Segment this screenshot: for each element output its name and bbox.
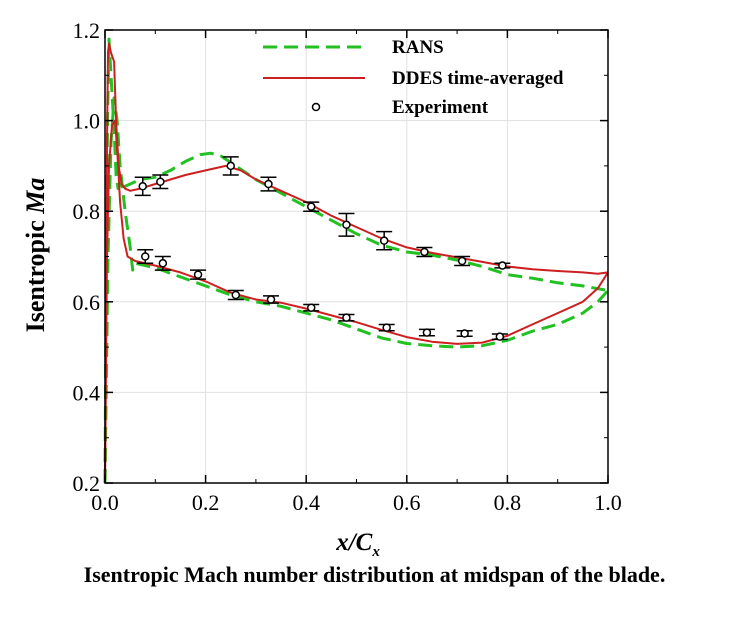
y-axis-title-prefix: Isentropic [21,214,50,333]
experiment-point [138,182,147,191]
y-axis-title-italic: Ma [21,178,50,215]
legend-label-rans: RANS [392,37,444,58]
experiment-point [231,290,241,300]
experiment-point [306,202,316,211]
mach-number-chart: 0.0 0.2 0.4 0.6 0.8 1.00.20.40.60.81.01.2 x/C… [21,18,622,560]
y-tick-label: 0.2 [73,471,101,496]
experiment-point [342,313,351,322]
experiment-markers [134,156,511,341]
y-tick-label: 1.2 [73,18,101,43]
experiment-point [226,161,235,171]
legend-label-ddes: DDES time-averaged [392,68,564,89]
x-tick-label: 0.4 [292,490,320,515]
axis-ticks: 0.0 0.2 0.4 0.6 0.8 1.00.20.40.60.81.01.2 [73,18,622,515]
experiment-point [420,247,429,257]
experiment-point [422,328,432,337]
y-tick-label: 0.4 [73,380,101,405]
y-tick-label: 1.0 [73,109,101,134]
y-tick-label: 0.8 [73,199,101,224]
plot-frame [104,29,609,484]
experiment-point [140,252,150,261]
x-tick-label: 0.2 [192,490,220,515]
experiment-point [498,261,507,270]
x-axis-title-subscript: x [371,544,380,560]
experiment-point [457,256,467,266]
experiment-point [379,236,389,245]
rans-pressure-side-line [103,96,610,484]
x-axis-title-main: x/C [335,529,372,556]
legend: RANS DDES time-averaged Experiment [263,37,564,118]
experiment-point [460,329,469,338]
ddes-time-averaged-suction-side-line [104,42,609,484]
x-tick-label: 0.0 [91,490,119,515]
legend-swatch-experiment [311,102,321,112]
experiment-point [495,332,505,341]
experiment-point [158,259,168,268]
y-axis-title: Isentropic Ma [21,178,50,333]
y-tick-label: 0.6 [73,290,101,315]
legend-label-experiment: Experiment [392,97,489,118]
figure-caption: Isentropic Mach number distribution at m… [83,562,666,587]
grid [105,30,608,483]
x-tick-label: 1.0 [594,490,622,515]
experiment-point [382,323,391,332]
x-tick-label: 0.6 [393,490,421,515]
x-axis-title: x/Cx [335,529,380,560]
x-tick-label: 0.8 [494,490,522,515]
experiment-point [264,179,273,189]
experiment-point [266,295,276,304]
series-lines [103,37,610,484]
experiment-point [306,303,316,312]
experiment-point [193,270,203,279]
rans-suction-side-line [103,37,609,484]
experiment-point [156,177,165,187]
experiment-point [342,220,351,230]
